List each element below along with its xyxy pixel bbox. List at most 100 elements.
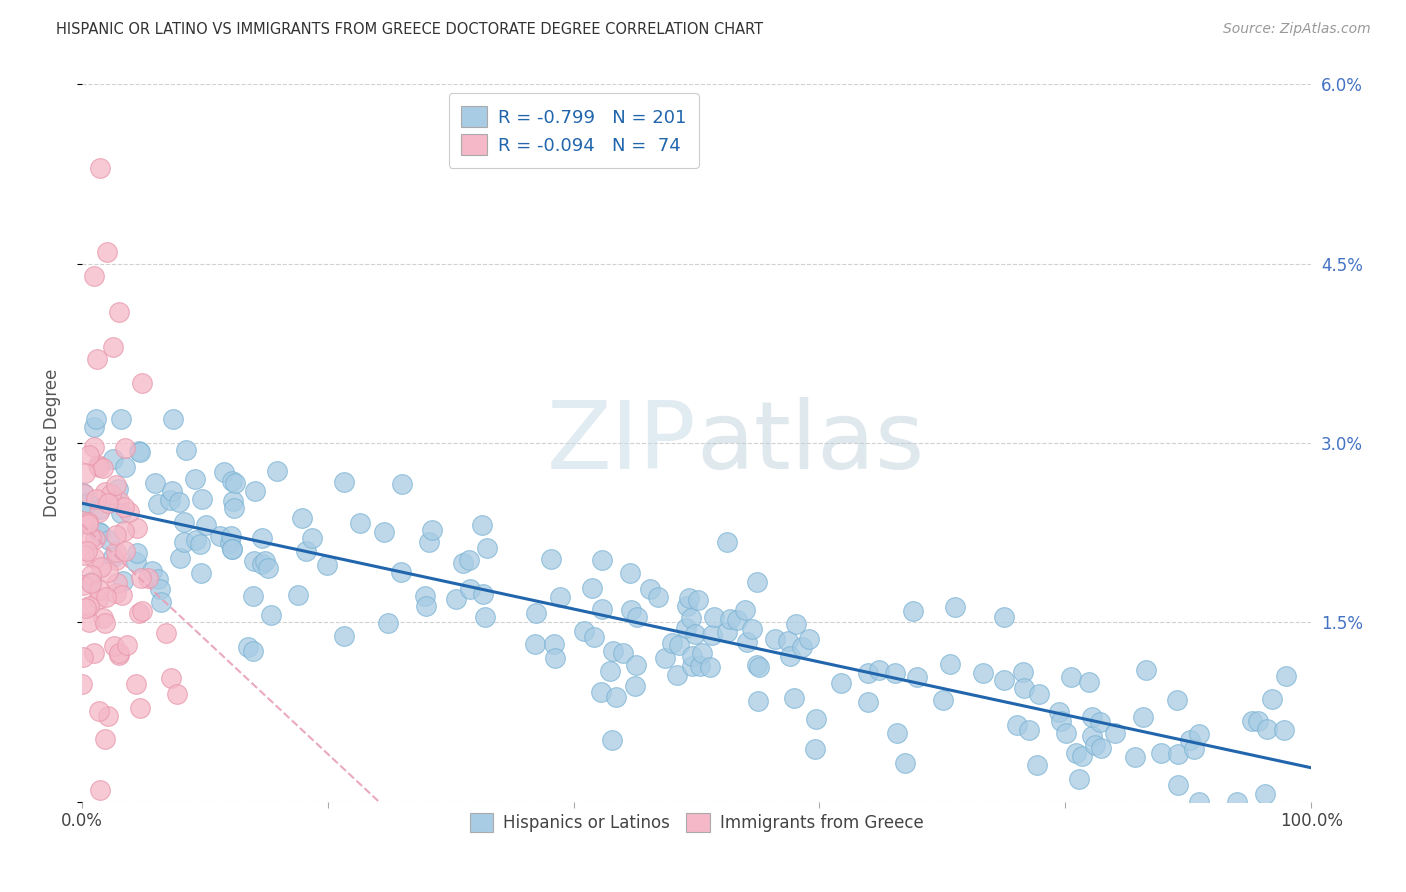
Point: [690, 646, 713, 660]
Point: [80, 531, 103, 545]
Point: [1005, 718, 1028, 732]
Point: [221, 542, 243, 557]
Point: [80, 568, 103, 582]
Point: [1182, 742, 1205, 756]
Point: [212, 465, 235, 479]
Point: [458, 553, 481, 567]
Point: [253, 554, 276, 568]
Point: [97, 496, 120, 510]
Point: [1253, 787, 1275, 801]
Point: [582, 630, 605, 644]
Point: [97, 533, 120, 547]
Point: [903, 604, 925, 618]
Point: [167, 495, 190, 509]
Point: [87, 459, 110, 474]
Point: [73, 549, 96, 563]
Point: [1012, 681, 1035, 695]
Point: [80, 575, 103, 590]
Point: [129, 571, 152, 585]
Point: [444, 592, 467, 607]
Point: [1081, 729, 1104, 743]
Point: [391, 477, 413, 491]
Point: [169, 551, 191, 566]
Point: [413, 589, 436, 603]
Point: [89, 704, 111, 718]
Point: [1054, 726, 1077, 740]
Point: [260, 608, 283, 623]
Point: [737, 635, 759, 649]
Point: [117, 638, 139, 652]
Point: [686, 592, 709, 607]
Point: [420, 523, 443, 537]
Point: [73, 466, 96, 480]
Point: [87, 458, 110, 472]
Point: [725, 614, 748, 628]
Point: [785, 616, 807, 631]
Point: [84, 491, 107, 506]
Point: [626, 609, 648, 624]
Point: [681, 649, 703, 664]
Point: [1050, 714, 1073, 728]
Point: [783, 691, 806, 706]
Point: [107, 482, 129, 496]
Point: [741, 622, 763, 636]
Point: [1187, 795, 1209, 809]
Point: [77, 516, 100, 530]
Point: [79, 575, 101, 590]
Point: [105, 586, 128, 600]
Point: [90, 560, 112, 574]
Point: [291, 511, 314, 525]
Point: [160, 484, 183, 499]
Text: atlas: atlas: [696, 397, 925, 489]
Point: [830, 675, 852, 690]
Point: [540, 551, 562, 566]
Point: [114, 543, 136, 558]
Point: [1272, 723, 1295, 737]
Point: [868, 663, 890, 677]
Point: [101, 549, 124, 564]
Point: [620, 603, 643, 617]
Point: [77, 599, 100, 613]
Point: [790, 640, 813, 654]
Text: ZIP: ZIP: [547, 397, 696, 489]
Point: [349, 516, 371, 531]
Point: [591, 602, 613, 616]
Point: [194, 517, 217, 532]
Point: [89, 524, 111, 539]
Point: [184, 533, 207, 547]
Point: [104, 553, 127, 567]
Point: [221, 541, 243, 556]
Point: [73, 487, 96, 501]
Point: [1149, 746, 1171, 760]
Point: [105, 576, 128, 591]
Point: [548, 590, 571, 604]
Point: [245, 483, 267, 498]
Point: [858, 666, 880, 681]
Point: [1167, 747, 1189, 761]
Point: [699, 659, 721, 673]
Point: [128, 444, 150, 458]
Point: [77, 448, 100, 462]
Point: [91, 461, 114, 475]
Point: [111, 588, 134, 602]
Point: [114, 460, 136, 475]
Point: [141, 564, 163, 578]
Point: [250, 531, 273, 545]
Point: [624, 679, 647, 693]
Point: [1028, 687, 1050, 701]
Point: [87, 505, 110, 519]
Point: [460, 582, 482, 596]
Point: [173, 535, 195, 549]
Point: [679, 611, 702, 625]
Point: [1275, 669, 1298, 683]
Point: [993, 610, 1015, 624]
Text: HISPANIC OR LATINO VS IMMIGRANTS FROM GREECE DOCTORATE DEGREE CORRELATION CHART: HISPANIC OR LATINO VS IMMIGRANTS FROM GR…: [56, 22, 763, 37]
Point: [1256, 722, 1278, 736]
Point: [104, 528, 127, 542]
Point: [734, 603, 756, 617]
Point: [136, 571, 159, 585]
Point: [83, 533, 105, 547]
Point: [1180, 733, 1202, 747]
Point: [105, 478, 128, 492]
Point: [668, 638, 690, 652]
